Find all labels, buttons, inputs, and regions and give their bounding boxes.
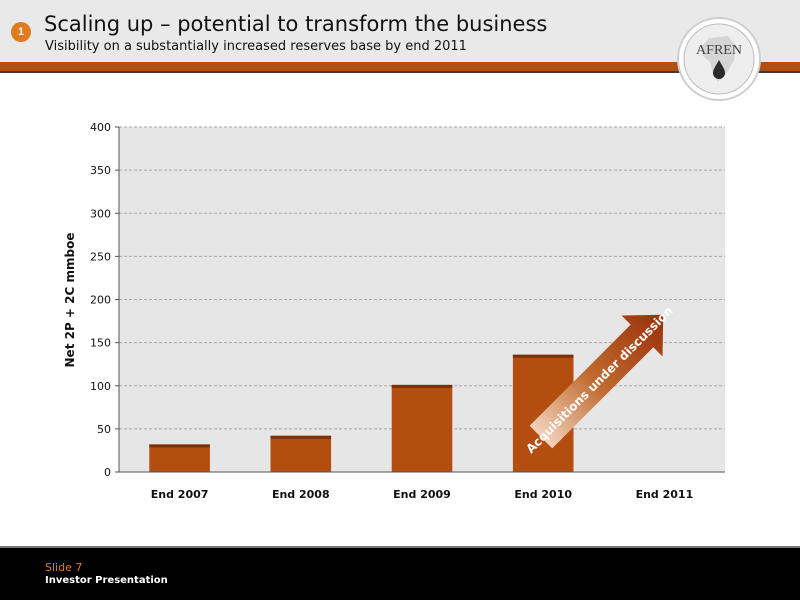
slide-subtitle: Visibility on a substantially increased … <box>45 39 467 54</box>
slide-title: Scaling up – potential to transform the … <box>44 12 548 36</box>
bar-top-edge <box>270 435 332 439</box>
y-axis-title: Net 2P + 2C mmboe <box>63 233 77 368</box>
header-divider <box>0 71 800 73</box>
y-tick-label: 250 <box>90 250 111 263</box>
bar-end-2009 <box>391 384 453 472</box>
y-tick-label: 300 <box>90 207 111 220</box>
x-category-label: End 2009 <box>393 488 451 501</box>
y-tick-label: 200 <box>90 294 111 307</box>
y-axis-ticks: 0 50 100 150 200 250 300 350 400 <box>90 121 119 479</box>
x-category-label: End 2008 <box>272 488 330 501</box>
logo-wordmark: AFREN <box>696 43 742 58</box>
x-category-label: End 2010 <box>514 488 572 501</box>
section-number-badge: 1 <box>11 22 31 42</box>
header-accent-band <box>0 62 800 71</box>
slide-number-label: Slide 7 <box>45 561 83 574</box>
y-tick-label: 150 <box>90 337 111 350</box>
x-category-label: End 2007 <box>151 488 209 501</box>
slide-footer <box>0 548 800 600</box>
bar-top-edge <box>149 444 210 448</box>
y-tick-label: 100 <box>90 380 111 393</box>
x-axis-categories: End 2007 End 2008 End 2009 End 2010 End 2011 <box>151 488 693 501</box>
gridlines <box>119 126 725 430</box>
bar-top-edge <box>391 384 453 388</box>
y-tick-label: 400 <box>90 121 111 134</box>
y-tick-label: 350 <box>90 164 111 177</box>
presentation-name: Investor Presentation <box>45 575 168 586</box>
footer-divider <box>0 546 800 548</box>
y-tick-label: 0 <box>104 466 111 479</box>
bar-end-2007 <box>149 444 210 472</box>
afren-logo: AFREN <box>677 17 761 101</box>
bar-end-2008 <box>270 435 332 472</box>
y-tick-label: 50 <box>97 423 111 436</box>
bar-top-edge <box>512 354 574 358</box>
x-category-label: End 2011 <box>636 488 694 501</box>
slide-header: 1 Scaling up – potential to transform th… <box>0 0 800 62</box>
